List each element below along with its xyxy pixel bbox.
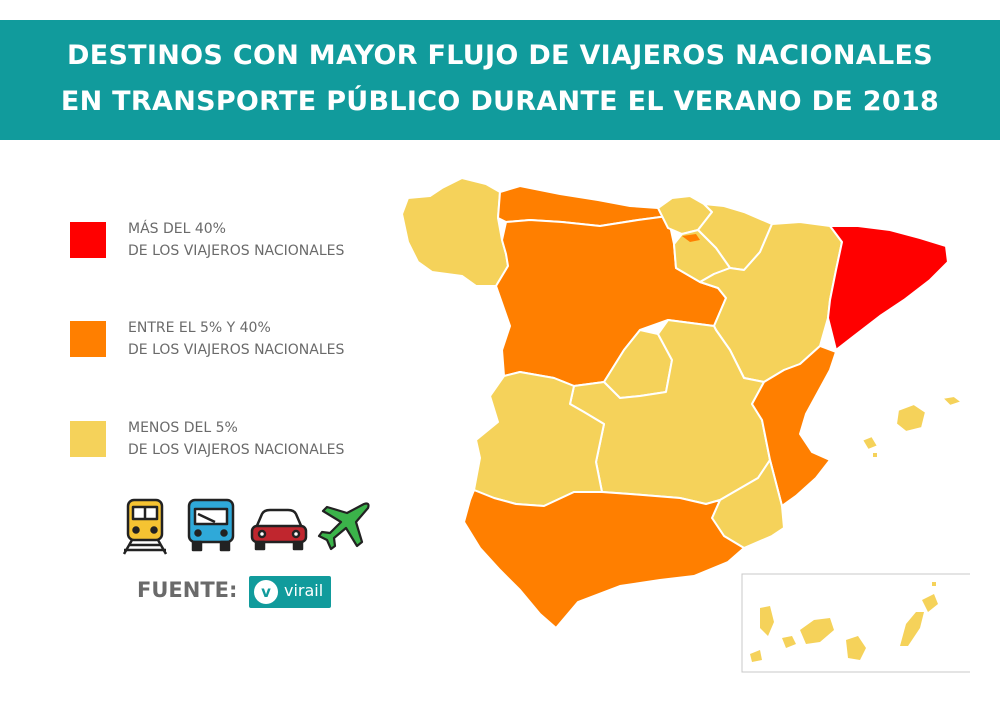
legend-label-mid-line2: DE LOS VIAJEROS NACIONALES [128, 342, 345, 358]
bus-icon [187, 498, 235, 552]
region-enclave [682, 234, 700, 242]
canarias-lanzarote [922, 594, 938, 612]
region-baleares-ibiza [861, 435, 879, 451]
train-icon [122, 498, 168, 555]
canarias-la-gomera [782, 636, 796, 648]
region-galicia [401, 177, 509, 287]
canarias-fuerteventura [900, 612, 924, 646]
virail-logo: v virail [249, 576, 331, 608]
region-canarias [750, 582, 938, 662]
region-baleares-menorca [941, 395, 963, 407]
legend-swatch-mid [70, 321, 106, 357]
legend-label-mid-line1: ENTRE EL 5% Y 40% [128, 320, 271, 336]
spain-map [401, 177, 970, 673]
virail-logo-mark: v [254, 580, 278, 604]
region-valencia [751, 345, 837, 507]
airplane-icon [317, 502, 370, 551]
canarias-el-hierro [750, 650, 762, 662]
canarias-gran-canaria [846, 636, 866, 660]
canarias-tenerife [800, 618, 834, 644]
source-label: FUENTE: [137, 578, 238, 602]
legend-swatch-low [70, 421, 106, 457]
legend-label-high-line2: DE LOS VIAJEROS NACIONALES [128, 243, 345, 259]
legend-label-low-line2: DE LOS VIAJEROS NACIONALES [128, 442, 345, 458]
transport-icons [122, 498, 370, 555]
legend-label-high-line1: MÁS DEL 40% [128, 221, 226, 237]
legend-swatch-high [70, 222, 106, 258]
region-baleares-mallorca [895, 403, 927, 433]
legend-label-low-line1: MENOS DEL 5% [128, 420, 238, 436]
title-line-2: EN TRANSPORTE PÚBLICO DURANTE EL VERANO … [60, 86, 940, 117]
virail-logo-text: virail [284, 581, 324, 600]
car-icon [250, 508, 308, 551]
title-banner [0, 20, 1000, 140]
region-baleares-formentera [871, 451, 879, 459]
title-line-1: DESTINOS CON MAYOR FLUJO DE VIAJEROS NAC… [66, 40, 933, 71]
region-cataluna [827, 225, 949, 351]
region-andalucia [463, 489, 745, 629]
canarias-la-palma [760, 606, 774, 636]
canarias-islet [932, 582, 936, 586]
